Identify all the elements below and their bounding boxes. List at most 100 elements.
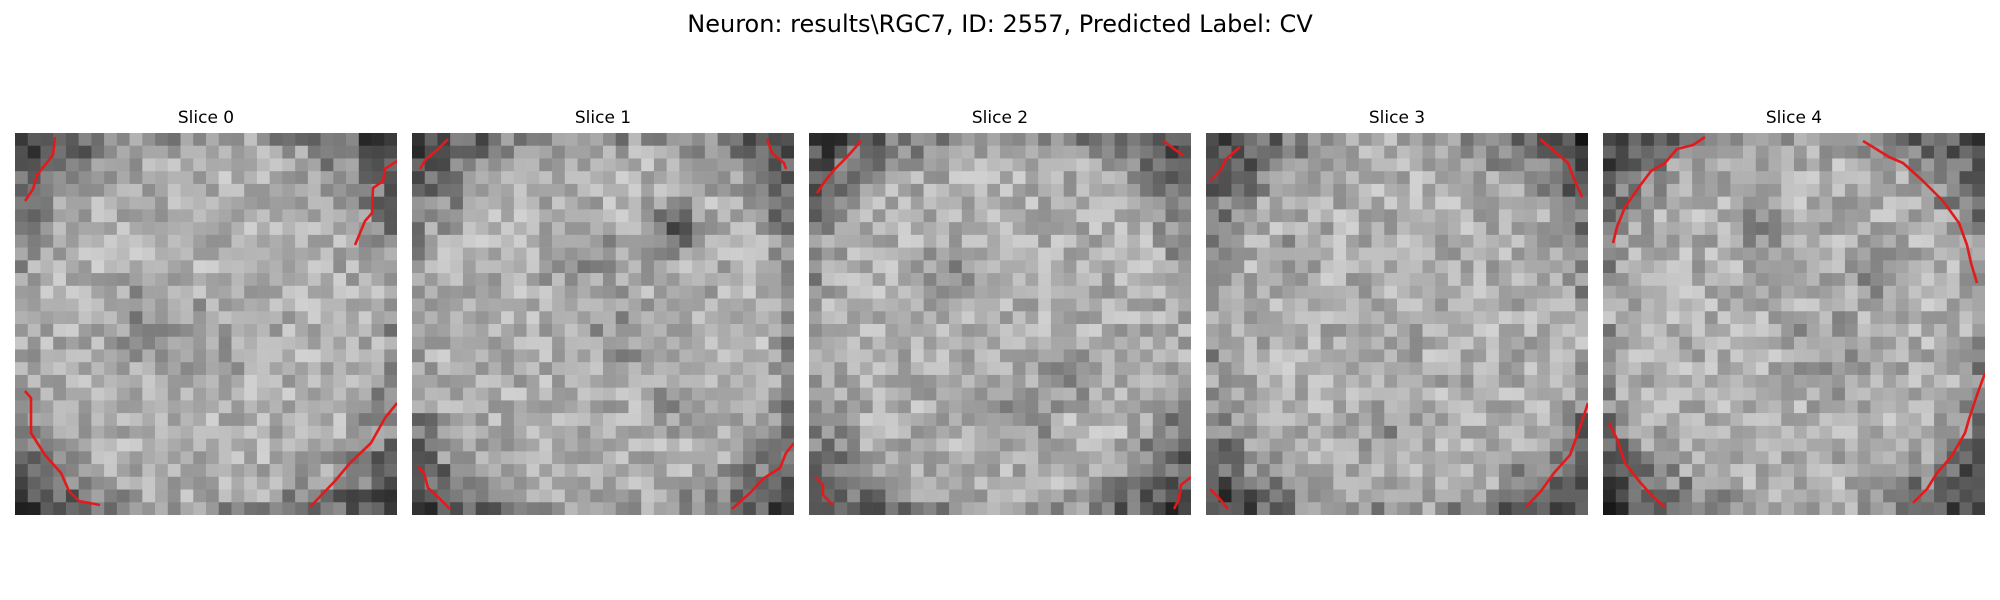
image-pixel	[1244, 298, 1258, 312]
image-pixel	[577, 374, 591, 388]
image-pixel	[1603, 502, 1617, 515]
image-pixel	[1883, 502, 1897, 515]
image-pixel	[847, 222, 861, 236]
image-pixel	[923, 451, 937, 465]
image-pixel	[346, 209, 360, 223]
image-pixel	[590, 464, 604, 478]
image-pixel	[603, 183, 617, 197]
image-pixel	[513, 260, 527, 274]
image-pixel	[1730, 324, 1744, 338]
image-pixel	[847, 374, 861, 388]
image-pixel	[1101, 260, 1115, 274]
image-pixel	[923, 349, 937, 363]
image-pixel	[1641, 476, 1655, 490]
image-pixel	[1025, 425, 1039, 439]
image-pixel	[78, 183, 92, 197]
image-pixel	[1089, 234, 1103, 248]
image-pixel	[987, 273, 1001, 287]
image-pixel	[40, 222, 54, 236]
image-pixel	[1140, 400, 1154, 414]
image-pixel	[564, 400, 578, 414]
image-pixel	[1000, 285, 1014, 299]
image-pixel	[307, 438, 321, 452]
image-pixel	[1295, 324, 1309, 338]
image-pixel	[1895, 196, 1909, 210]
image-pixel	[1063, 438, 1077, 452]
image-pixel	[513, 489, 527, 503]
image-pixel	[1447, 273, 1461, 287]
image-pixel	[1946, 425, 1960, 439]
image-pixel	[1460, 362, 1474, 376]
image-pixel	[1114, 247, 1128, 261]
image-pixel	[1524, 362, 1538, 376]
image-pixel	[475, 451, 489, 465]
image-pixel	[949, 413, 963, 427]
image-pixel	[1883, 209, 1897, 223]
image-pixel	[717, 324, 731, 338]
image-pixel	[603, 413, 617, 427]
image-pixel	[987, 476, 1001, 490]
image-pixel	[923, 362, 937, 376]
image-pixel	[320, 273, 334, 287]
image-pixel	[679, 489, 693, 503]
image-pixel	[1269, 158, 1283, 172]
image-pixel	[437, 451, 451, 465]
figure-title: Neuron: results\RGC7, ID: 2557, Predicte…	[687, 10, 1313, 38]
image-pixel	[666, 374, 680, 388]
image-pixel	[1165, 171, 1179, 185]
image-pixel	[1384, 285, 1398, 299]
image-pixel	[1178, 489, 1191, 503]
image-pixel	[1704, 196, 1718, 210]
image-pixel	[1320, 183, 1334, 197]
image-pixel	[1460, 298, 1474, 312]
image-pixel	[269, 145, 283, 159]
image-pixel	[1127, 273, 1141, 287]
image-pixel	[462, 311, 476, 325]
image-pixel	[1972, 145, 1985, 159]
image-pixel	[1231, 336, 1245, 350]
image-pixel	[1832, 451, 1846, 465]
image-pixel	[40, 171, 54, 185]
image-pixel	[1870, 158, 1884, 172]
image-pixel	[1486, 400, 1500, 414]
image-pixel	[1333, 133, 1347, 147]
image-pixel	[1422, 247, 1436, 261]
image-pixel	[15, 374, 29, 388]
image-pixel	[821, 145, 835, 159]
image-pixel	[1025, 183, 1039, 197]
image-pixel	[704, 298, 718, 312]
image-pixel	[1101, 425, 1115, 439]
image-pixel	[1165, 183, 1179, 197]
image-pixel	[142, 451, 156, 465]
image-pixel	[1895, 183, 1909, 197]
image-pixel	[1806, 476, 1820, 490]
image-pixel	[78, 489, 92, 503]
contour-line	[731, 442, 794, 510]
image-pixel	[1038, 171, 1052, 185]
image-pixel	[1089, 273, 1103, 287]
image-pixel	[206, 196, 220, 210]
image-pixel	[53, 502, 67, 515]
image-pixel	[1127, 298, 1141, 312]
image-pixel	[1628, 425, 1642, 439]
image-pixel	[1447, 196, 1461, 210]
image-pixel	[910, 374, 924, 388]
image-pixel	[1397, 425, 1411, 439]
image-pixel	[666, 171, 680, 185]
image-pixel	[1794, 209, 1808, 223]
image-pixel	[1152, 324, 1166, 338]
image-pixel	[834, 183, 848, 197]
image-pixel	[1768, 324, 1782, 338]
image-pixel	[1460, 145, 1474, 159]
image-pixel	[384, 222, 397, 236]
image-pixel	[231, 374, 245, 388]
image-pixel	[1435, 400, 1449, 414]
image-pixel	[961, 464, 975, 478]
image-pixel	[1511, 438, 1525, 452]
image-pixel	[53, 362, 67, 376]
image-pixel	[282, 476, 296, 490]
image-pixel	[539, 374, 553, 388]
image-pixel	[1050, 133, 1064, 147]
image-pixel	[1653, 196, 1667, 210]
image-pixel	[834, 171, 848, 185]
